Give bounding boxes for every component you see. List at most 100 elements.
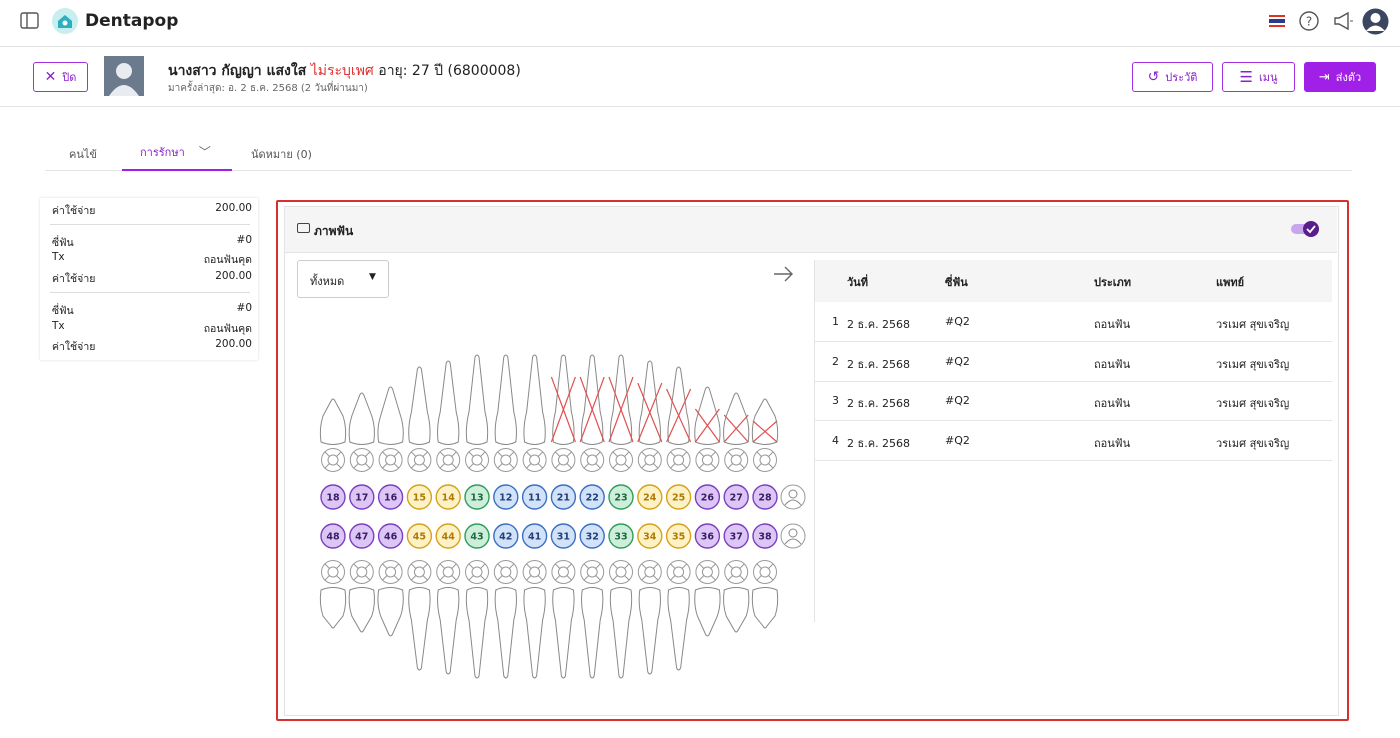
tab[interactable]: คนไข้ (69, 148, 97, 161)
tooth-number-badge[interactable] (406, 523, 433, 549)
user-avatar[interactable] (1362, 8, 1389, 35)
occlusal-line (480, 463, 486, 469)
tooth-number-badge[interactable] (637, 484, 663, 510)
tooth-number-badge[interactable] (608, 523, 634, 549)
occlusal-line (451, 563, 457, 569)
tooth-number-badge[interactable] (493, 523, 519, 549)
occlusal-line (497, 563, 503, 569)
tab[interactable]: นัดหมาย (0) (251, 148, 312, 161)
item-value: ถอนฟันคุด (203, 323, 252, 335)
tooth-number-badge[interactable] (665, 484, 692, 510)
tooth-number-badge[interactable] (377, 523, 404, 549)
tooth-number-badge[interactable] (521, 484, 548, 510)
tooth (694, 386, 721, 445)
toggle-switch[interactable] (1290, 220, 1322, 238)
tooth-number-badge[interactable] (752, 523, 778, 549)
table-cell: 2 ธ.ค. 2568 (847, 318, 911, 331)
table-cell: ถอนฟัน (1094, 357, 1131, 371)
tooth-number-badge[interactable] (694, 523, 721, 549)
language-flag[interactable] (1269, 15, 1285, 27)
tooth-number: 33 (614, 532, 627, 543)
tooth-number-badge[interactable] (637, 523, 663, 549)
item-label: ซี่ฟัน (52, 305, 74, 317)
occlusal-line (526, 451, 532, 457)
tooth-number-badge[interactable] (521, 523, 548, 549)
occlusal-line (612, 463, 618, 469)
occlusal-line (641, 563, 647, 569)
occlusal-line (670, 451, 676, 457)
tooth-number: 48 (326, 532, 340, 543)
item-value: 200.00 (215, 270, 252, 282)
tooth-number-badge[interactable] (608, 484, 634, 510)
tooth-number-badge[interactable] (349, 523, 375, 549)
occlusal-line (324, 575, 330, 581)
filter-dropdown[interactable]: ทั้งหมด ▼ (297, 260, 389, 298)
occlusal-line (353, 463, 359, 469)
tooth-number-badge[interactable] (579, 523, 605, 549)
occlusal-line (727, 451, 734, 457)
tooth-number-badge[interactable] (435, 484, 461, 510)
occlusal-line (739, 575, 745, 581)
tooth-number-badge[interactable] (320, 484, 346, 510)
tooth (638, 587, 661, 675)
occlusal-ring (673, 566, 685, 578)
send-button[interactable]: ⇥ ส่งตัว (1304, 62, 1376, 92)
occlusal-line (497, 463, 503, 469)
occlusal-line (336, 563, 342, 569)
occlusal-ring (557, 566, 569, 578)
tooth-number-badge[interactable] (752, 484, 778, 510)
occlusal-line (595, 563, 601, 569)
expand-arrow[interactable] (772, 265, 794, 283)
tooth-number: 32 (586, 532, 599, 543)
tooth (523, 354, 546, 445)
announcement-icon[interactable] (1332, 11, 1354, 31)
last-visit: มาครั้งล่าสุด: อ. 2 ธ.ค. 2568 (2 วันที่ผ… (168, 83, 368, 94)
occlusal-line (739, 563, 745, 569)
occlusal-line (698, 463, 705, 469)
tooth (319, 587, 347, 629)
tooth-number: 37 (730, 532, 743, 543)
close-button[interactable]: ✕ ปิด (33, 62, 88, 92)
occlusal-line (422, 463, 428, 469)
tooth-number-badge[interactable] (435, 523, 461, 549)
occlusal-line (410, 575, 417, 581)
tooth-number-badge[interactable] (406, 484, 433, 510)
occlusal-line (727, 563, 734, 569)
item-label: Tx (52, 320, 65, 332)
tab-label: การรักษา (140, 146, 185, 159)
tooth-number-badge[interactable] (579, 484, 605, 510)
occlusal-line (393, 575, 400, 581)
patient-info: นางสาว กัญญา แสงใส ไม่ระบุเพศ อายุ: 27 ป… (168, 60, 521, 82)
tooth-number-badge[interactable] (723, 523, 749, 549)
tooth-number: 31 (557, 532, 570, 543)
occlusal-line (353, 451, 359, 457)
help-icon[interactable]: ? (1299, 11, 1319, 31)
tooth-number-badge[interactable] (723, 484, 749, 510)
item-value: #0 (236, 234, 252, 246)
tooth-number-badge[interactable] (464, 523, 490, 549)
tab-active[interactable]: การรักษา ﹀ (122, 143, 232, 171)
occlusal-line (641, 463, 647, 469)
occlusal-line (382, 575, 388, 581)
occlusal-line (641, 451, 647, 457)
tooth-number: 24 (643, 493, 657, 504)
tooth-number-badge[interactable] (665, 523, 692, 549)
tooth-number: 23 (614, 493, 627, 504)
occlusal-line (382, 563, 388, 569)
tooth-number-badge[interactable] (349, 484, 375, 510)
history-button[interactable]: ↺ ประวัติ (1132, 62, 1213, 92)
tooth-number-badge[interactable] (550, 523, 577, 549)
tooth-number-badge[interactable] (464, 484, 490, 510)
tooth-number: 41 (528, 532, 541, 543)
tooth-number-badge[interactable] (694, 484, 721, 510)
tooth-number-badge[interactable] (320, 523, 346, 549)
menu-button[interactable]: ☰ เมนู (1222, 62, 1295, 92)
occlusal-line (727, 575, 734, 581)
tooth-number-badge[interactable] (493, 484, 519, 510)
sidebar-toggle[interactable] (20, 12, 40, 30)
tooth-number-badge[interactable] (550, 484, 577, 510)
occlusal-line (624, 463, 630, 469)
table-cell: #Q2 (945, 394, 970, 408)
occlusal-line (583, 451, 590, 457)
tooth-number-badge[interactable] (377, 484, 404, 510)
